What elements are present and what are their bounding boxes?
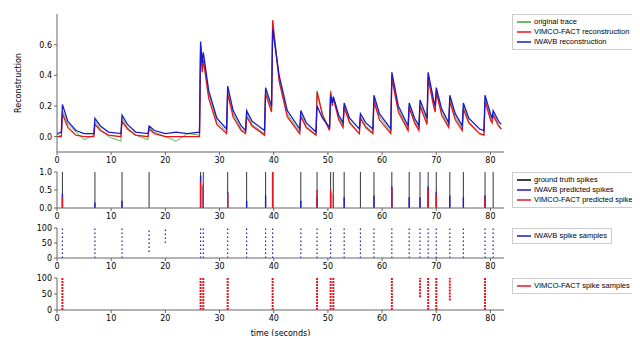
svg-text:50: 50 <box>42 290 52 299</box>
svg-text:10: 10 <box>106 156 116 165</box>
svg-text:80: 80 <box>485 262 495 271</box>
svg-text:0: 0 <box>54 314 59 323</box>
svg-text:100: 100 <box>37 224 52 233</box>
svg-text:Reconstruction: Reconstruction <box>14 53 23 113</box>
svg-text:0: 0 <box>47 254 52 263</box>
svg-text:0: 0 <box>54 212 59 221</box>
svg-text:20: 20 <box>160 212 170 221</box>
svg-text:0: 0 <box>47 306 52 315</box>
svg-text:40: 40 <box>269 212 279 221</box>
svg-text:50: 50 <box>323 212 333 221</box>
svg-text:60: 60 <box>377 212 387 221</box>
svg-text:70: 70 <box>431 212 441 221</box>
html-text:ground truth spikes: ground truth spikes <box>534 175 598 184</box>
html-text:IWAVB spike samples: IWAVB spike samples <box>534 231 607 240</box>
svg-text:70: 70 <box>431 156 441 165</box>
svg-text:60: 60 <box>377 262 387 271</box>
svg-text:50: 50 <box>323 262 333 271</box>
svg-text:0.0: 0.0 <box>39 204 52 213</box>
svg-text:50: 50 <box>323 156 333 165</box>
svg-text:30: 30 <box>214 156 224 165</box>
svg-text:80: 80 <box>485 156 495 165</box>
svg-text:30: 30 <box>214 212 224 221</box>
svg-text:30: 30 <box>214 262 224 271</box>
svg-text:20: 20 <box>160 262 170 271</box>
html-text:VIMCO-FACT spike samples: VIMCO-FACT spike samples <box>534 281 630 290</box>
svg-text:40: 40 <box>269 314 279 323</box>
svg-text:0: 0 <box>54 156 59 165</box>
svg-text:0: 0 <box>54 262 59 271</box>
svg-text:1.0: 1.0 <box>39 168 52 177</box>
html-text:original trace: original trace <box>534 17 577 26</box>
svg-text:time (seconds): time (seconds) <box>251 329 311 336</box>
html-text:VIMCO-FACT predicted spikes: VIMCO-FACT predicted spikes <box>534 195 637 204</box>
svg-text:40: 40 <box>269 156 279 165</box>
svg-text:0.6: 0.6 <box>39 41 52 50</box>
svg-text:70: 70 <box>431 314 441 323</box>
svg-text:0.4: 0.4 <box>39 71 52 80</box>
html-text:VIMCO-FACT reconstruction: VIMCO-FACT reconstruction <box>534 27 630 36</box>
svg-text:0.0: 0.0 <box>39 133 52 142</box>
svg-text:70: 70 <box>431 262 441 271</box>
svg-text:30: 30 <box>214 314 224 323</box>
svg-text:80: 80 <box>485 212 495 221</box>
svg-text:10: 10 <box>106 212 116 221</box>
svg-text:0.5: 0.5 <box>39 186 52 195</box>
svg-text:50: 50 <box>42 239 52 248</box>
svg-text:60: 60 <box>377 156 387 165</box>
svg-text:80: 80 <box>485 314 495 323</box>
svg-text:100: 100 <box>37 274 52 283</box>
svg-text:20: 20 <box>160 156 170 165</box>
svg-text:10: 10 <box>106 262 116 271</box>
html-text:IWAVB reconstruction: IWAVB reconstruction <box>534 37 607 46</box>
svg-text:60: 60 <box>377 314 387 323</box>
svg-text:10: 10 <box>106 314 116 323</box>
svg-text:20: 20 <box>160 314 170 323</box>
svg-text:50: 50 <box>323 314 333 323</box>
svg-text:40: 40 <box>269 262 279 271</box>
html-text:IWAVB predicted spikes: IWAVB predicted spikes <box>534 185 614 194</box>
svg-text:0.2: 0.2 <box>39 102 52 111</box>
